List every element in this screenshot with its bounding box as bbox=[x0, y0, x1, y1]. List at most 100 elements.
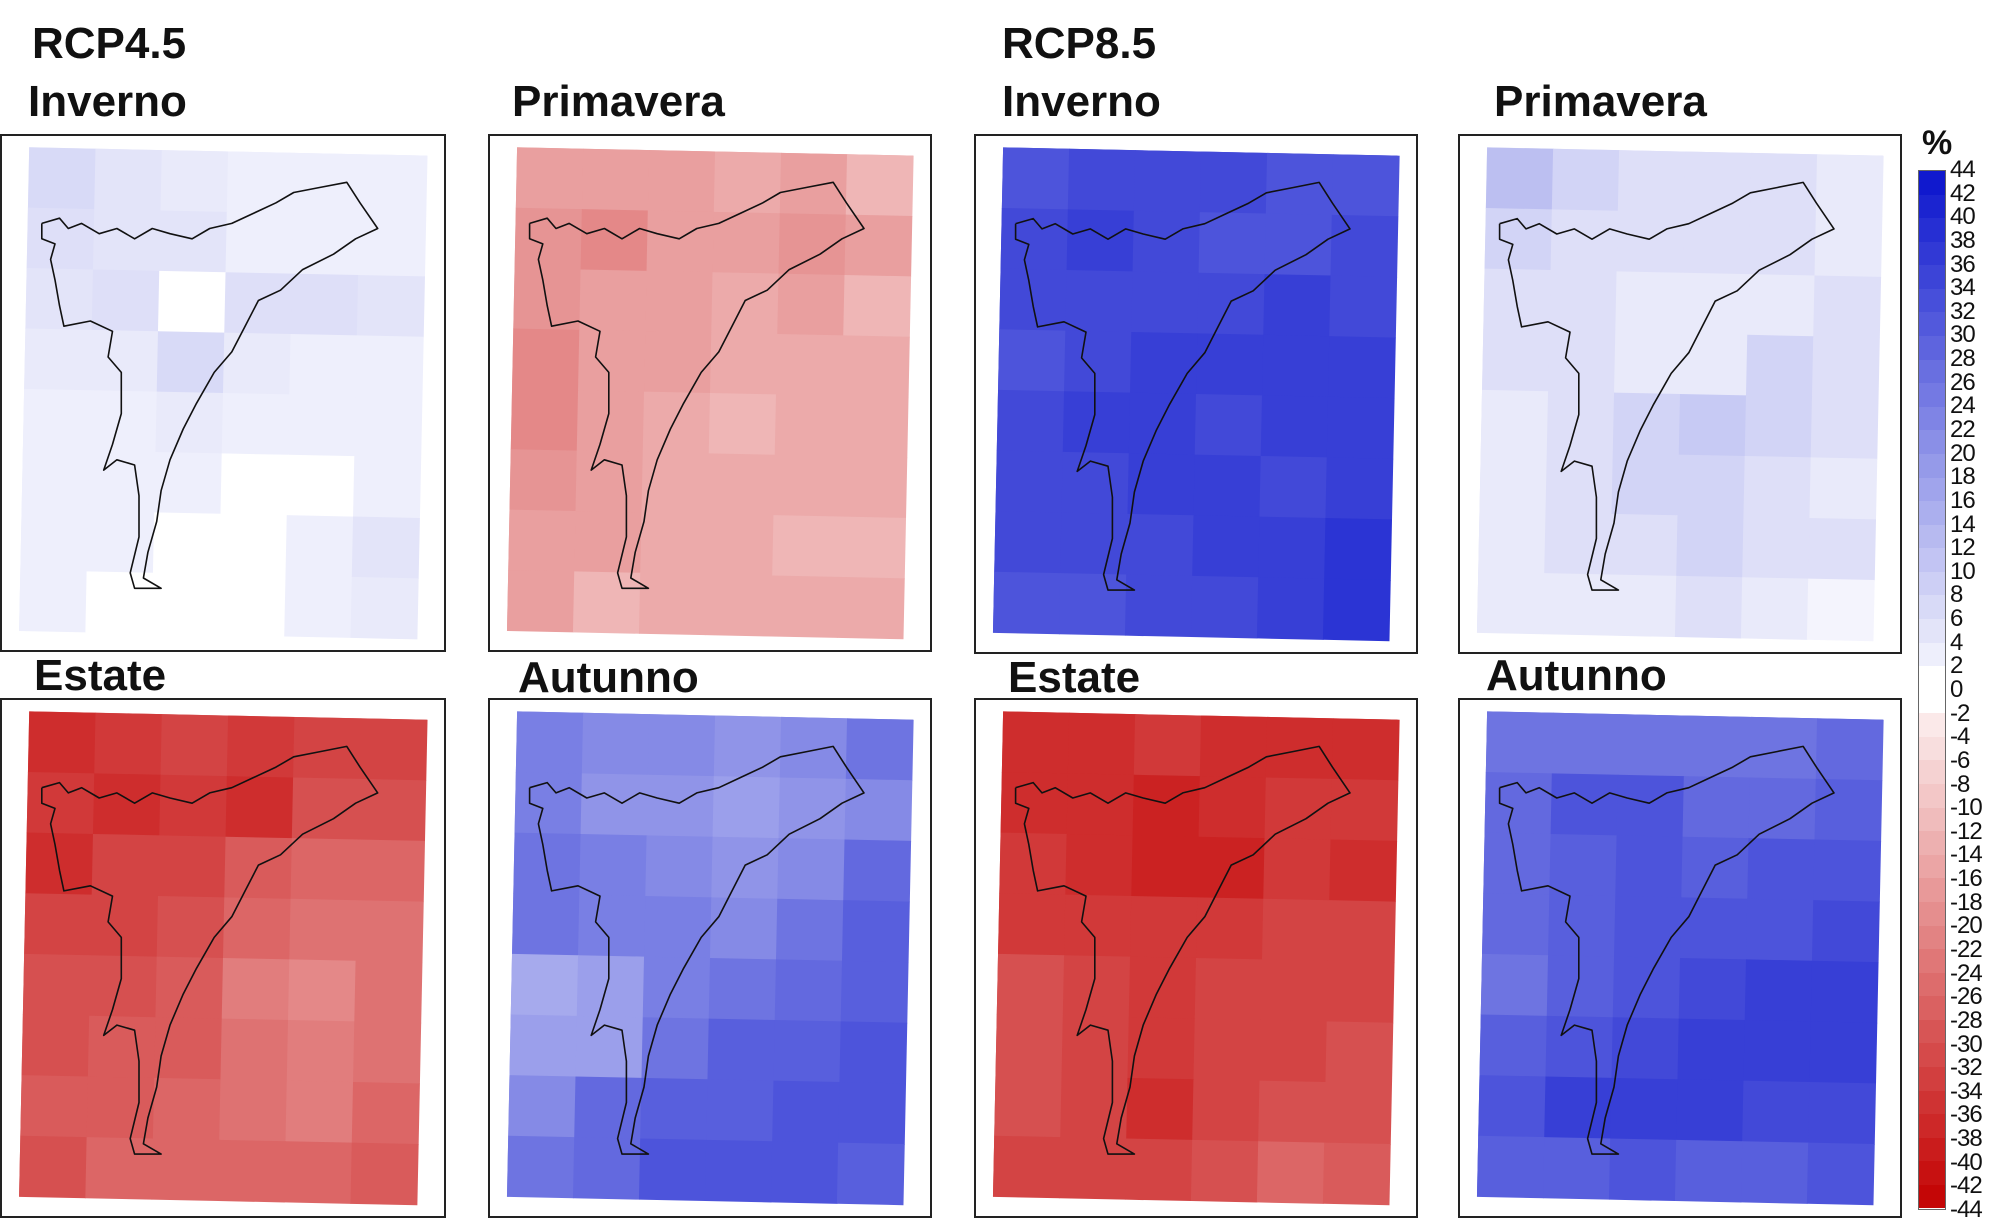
map-svg bbox=[1476, 147, 1884, 642]
grid-cell bbox=[581, 148, 650, 212]
grid-cell bbox=[1265, 716, 1334, 780]
grid-cell bbox=[92, 773, 162, 836]
grid-cell bbox=[1329, 275, 1398, 339]
colorbar-tick-label: -24 bbox=[1950, 959, 1983, 987]
colorbar-step bbox=[1919, 453, 1945, 478]
grid-cell bbox=[90, 329, 159, 393]
colorbar bbox=[1918, 170, 1946, 1210]
colorbar-step bbox=[1919, 336, 1945, 360]
grid-cell bbox=[644, 331, 712, 394]
grid-cell bbox=[285, 1080, 354, 1144]
grid-cell bbox=[87, 1015, 157, 1079]
grid-cell bbox=[574, 511, 643, 574]
grid-cell bbox=[284, 575, 353, 638]
grid-cell bbox=[356, 839, 425, 903]
grid-cell bbox=[20, 1075, 89, 1138]
colorbar-step bbox=[1919, 925, 1945, 950]
grid-cell bbox=[1740, 1141, 1809, 1204]
grid-cell bbox=[845, 154, 914, 217]
grid-cell bbox=[506, 570, 575, 633]
grid-cell bbox=[708, 958, 777, 1021]
colorbar-tick-label: 6 bbox=[1950, 605, 1963, 633]
grid-cell bbox=[156, 896, 225, 959]
map-svg bbox=[1476, 711, 1884, 1206]
colorbar-tick-label: 42 bbox=[1950, 179, 1976, 207]
grid-cell bbox=[1263, 274, 1332, 337]
grid-cell bbox=[638, 1138, 707, 1202]
map-panel-rcp85-primavera bbox=[1458, 134, 1902, 654]
grid-cell bbox=[1482, 893, 1550, 956]
map-grid bbox=[992, 147, 1400, 642]
grid-cell bbox=[512, 328, 580, 391]
grid-cell bbox=[358, 778, 427, 842]
colorbar-tick-label: 24 bbox=[1950, 392, 1976, 420]
colorbar-step bbox=[1919, 1184, 1945, 1209]
colorbar-step bbox=[1919, 383, 1945, 407]
grid-cell bbox=[844, 778, 913, 842]
grid-cell bbox=[708, 392, 777, 456]
colorbar-step bbox=[1919, 1019, 1945, 1044]
grid-cell bbox=[1061, 451, 1130, 515]
grid-cell bbox=[1748, 777, 1817, 841]
colorbar-step bbox=[1919, 689, 1945, 714]
grid-cell bbox=[1330, 214, 1399, 278]
grid-cell bbox=[1744, 395, 1813, 458]
colorbar-tick-label: -14 bbox=[1950, 841, 1983, 869]
grid-cell bbox=[1808, 518, 1877, 581]
colorbar-step bbox=[1919, 430, 1945, 454]
grid-cell bbox=[839, 1021, 908, 1084]
grid-cell bbox=[156, 331, 225, 394]
grid-cell bbox=[225, 776, 294, 839]
grid-cell bbox=[1740, 577, 1809, 640]
grid-cell bbox=[508, 509, 577, 573]
grid-cell bbox=[642, 391, 711, 454]
grid-cell bbox=[581, 712, 650, 776]
grid-cell bbox=[840, 395, 909, 459]
grid-cell bbox=[1747, 838, 1816, 901]
grid-cell bbox=[713, 715, 782, 779]
grid-cell bbox=[1198, 776, 1267, 839]
grid-cell bbox=[1476, 1135, 1545, 1199]
colorbar-step bbox=[1919, 241, 1945, 266]
grid-cell bbox=[1324, 1082, 1393, 1145]
grid-cell bbox=[841, 900, 910, 963]
grid-cell bbox=[217, 574, 287, 637]
grid-cell bbox=[712, 776, 781, 839]
grid-cell bbox=[999, 268, 1068, 332]
grid-cell bbox=[1264, 213, 1333, 277]
grid-cell bbox=[1326, 960, 1395, 1024]
grid-cell bbox=[157, 835, 227, 898]
grid-cell bbox=[1265, 152, 1334, 216]
colorbar-step bbox=[1919, 1137, 1945, 1162]
colorbar-step bbox=[1919, 524, 1945, 549]
grid-cell bbox=[224, 836, 293, 900]
colorbar-tick-label: 30 bbox=[1950, 321, 1976, 349]
grid-cell bbox=[24, 893, 93, 956]
grid-cell bbox=[1550, 773, 1619, 836]
colorbar-tick-label: 28 bbox=[1950, 345, 1976, 373]
grid-cell bbox=[286, 1019, 355, 1083]
colorbar-tick-label: 32 bbox=[1950, 297, 1976, 325]
grid-cell bbox=[1747, 274, 1816, 337]
grid-cell bbox=[772, 1080, 841, 1144]
grid-cell bbox=[1193, 1018, 1262, 1082]
colorbar-step bbox=[1919, 854, 1945, 879]
grid-cell bbox=[285, 515, 354, 578]
grid-cell bbox=[1259, 1019, 1328, 1083]
grid-cell bbox=[1061, 1015, 1130, 1079]
grid-cell bbox=[640, 512, 709, 575]
colorbar-step bbox=[1919, 218, 1945, 242]
grid-cell bbox=[26, 207, 95, 271]
colorbar-unit: % bbox=[1922, 124, 1953, 162]
grid-cell bbox=[85, 1137, 154, 1200]
grid-cell bbox=[19, 569, 88, 633]
grid-cell bbox=[159, 774, 228, 838]
grid-cell bbox=[838, 1082, 907, 1145]
grid-cell bbox=[646, 774, 715, 838]
map-panel-rcp45-primavera bbox=[488, 134, 932, 652]
grid-cell bbox=[1133, 714, 1202, 777]
grid-cell bbox=[1261, 334, 1330, 398]
grid-cell bbox=[1261, 898, 1330, 962]
grid-cell bbox=[1478, 511, 1547, 574]
grid-cell bbox=[711, 272, 780, 335]
